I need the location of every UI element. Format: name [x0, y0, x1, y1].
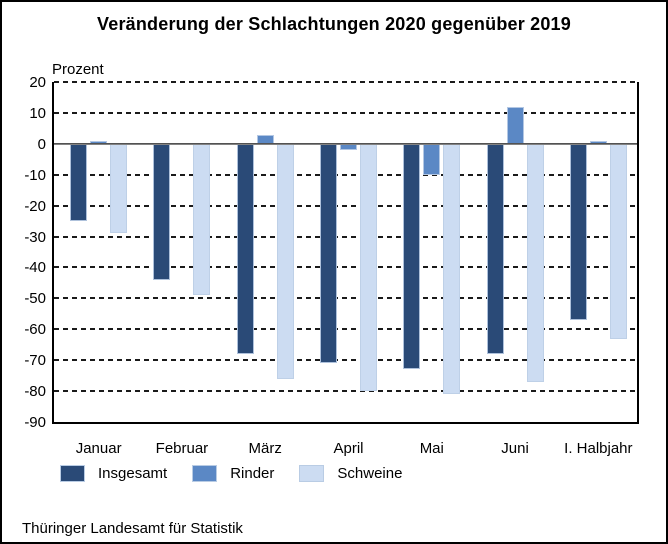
y-tick-label: 0: [37, 135, 46, 153]
legend-label: Insgesamt: [98, 465, 168, 482]
bar-insgesamt-0: [70, 143, 88, 222]
bar-insgesamt-4: [403, 143, 421, 370]
legend-swatch-rinder: [192, 465, 218, 482]
y-tick-label: 10: [29, 104, 46, 122]
legend-label: Rinder: [230, 465, 275, 482]
gridline: [54, 297, 637, 300]
x-axis: Januar Februar März April Mai Juni I. Halbjahr: [54, 440, 637, 460]
legend-swatch-schweine: [299, 465, 325, 482]
x-category-label: Juni: [501, 440, 529, 457]
y-tick-label: -10: [24, 166, 46, 184]
x-category-label: Mai: [419, 440, 444, 457]
source-text: Thüringer Landesamt für Statistik: [22, 520, 243, 537]
y-axis-unit-label: Prozent: [52, 61, 104, 78]
legend-item-insgesamt: Insgesamt: [60, 465, 167, 482]
plot-area: [52, 81, 639, 424]
y-tick-label: -80: [24, 383, 46, 401]
y-tick-label: -60: [24, 321, 46, 339]
gridline: [54, 235, 637, 238]
bar-schweine-1: [193, 143, 211, 296]
x-category-label: April: [333, 440, 364, 457]
bar-insgesamt-1: [153, 143, 171, 280]
gridline: [54, 81, 637, 83]
legend: Insgesamt Rinder Schweine: [60, 465, 402, 482]
bar-schweine-2: [276, 143, 294, 379]
gridline: [54, 359, 637, 362]
gridline: [54, 204, 637, 207]
gridline: [54, 266, 637, 269]
bar-schweine-4: [443, 143, 461, 395]
bar-insgesamt-3: [320, 143, 337, 364]
bar-schweine-3: [360, 143, 377, 392]
x-category-label: Januar: [75, 440, 122, 457]
x-category-label: Februar: [155, 440, 209, 457]
bar-insgesamt-2: [236, 143, 254, 354]
gridline: [54, 173, 637, 176]
y-tick-label: -70: [24, 352, 46, 370]
bar-schweine-6: [609, 143, 627, 339]
bar-schweine-5: [526, 143, 544, 382]
gridline: [54, 390, 637, 393]
gridline: [54, 328, 637, 331]
bar-schweine-0: [110, 143, 128, 234]
y-tick-label: -50: [24, 290, 46, 308]
legend-swatch-insgesamt: [60, 465, 85, 482]
y-tick-label: -30: [24, 228, 46, 246]
y-tick-label: -90: [24, 414, 46, 431]
bar-insgesamt-5: [486, 143, 504, 354]
x-category-label: I. Halbjahr: [564, 440, 633, 457]
y-tick-label: 20: [29, 74, 46, 91]
x-category-label: März: [248, 440, 282, 457]
bar-rinder-5: [506, 106, 524, 144]
y-tick-label: -20: [24, 197, 46, 215]
chart-title: Veränderung der Schlachtungen 2020 gegen…: [97, 14, 571, 34]
bar-rinder-4: [423, 143, 441, 175]
gridline: [54, 111, 637, 114]
legend-item-schweine: Schweine: [299, 465, 402, 482]
zero-line: [54, 142, 637, 145]
bar-insgesamt-6: [569, 143, 587, 320]
legend-item-rinder: Rinder: [192, 465, 274, 482]
y-axis: 20 10 0 -10 -20 -30 -40 -50 -60 -70 -80 -90: [2, 75, 46, 430]
legend-label: Schweine: [337, 465, 403, 482]
y-tick-label: -40: [24, 259, 46, 277]
